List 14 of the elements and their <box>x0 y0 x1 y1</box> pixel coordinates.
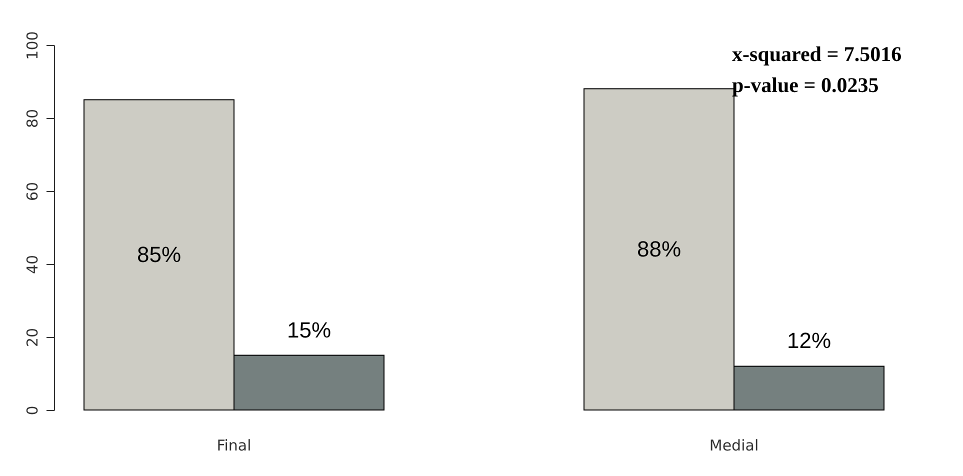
y-tick-label: 80 <box>24 108 42 128</box>
data-label: 85% <box>136 242 182 267</box>
y-tick-label: 100 <box>24 31 42 60</box>
data-label: 88% <box>636 236 682 262</box>
x-tick-label: Medial <box>709 436 759 454</box>
x-tick-label: Final <box>216 436 252 454</box>
y-tick-label: 60 <box>24 182 42 202</box>
data-label: 15% <box>286 317 332 342</box>
annotation: p-value = 0.0235 <box>732 73 879 97</box>
y-tick-label: 40 <box>24 254 42 274</box>
y-tick-label: 0 <box>24 406 42 416</box>
annotation: x-squared = 7.5016 <box>732 42 902 66</box>
y-tick-label: 20 <box>24 328 42 348</box>
data-label: 12% <box>786 328 832 354</box>
